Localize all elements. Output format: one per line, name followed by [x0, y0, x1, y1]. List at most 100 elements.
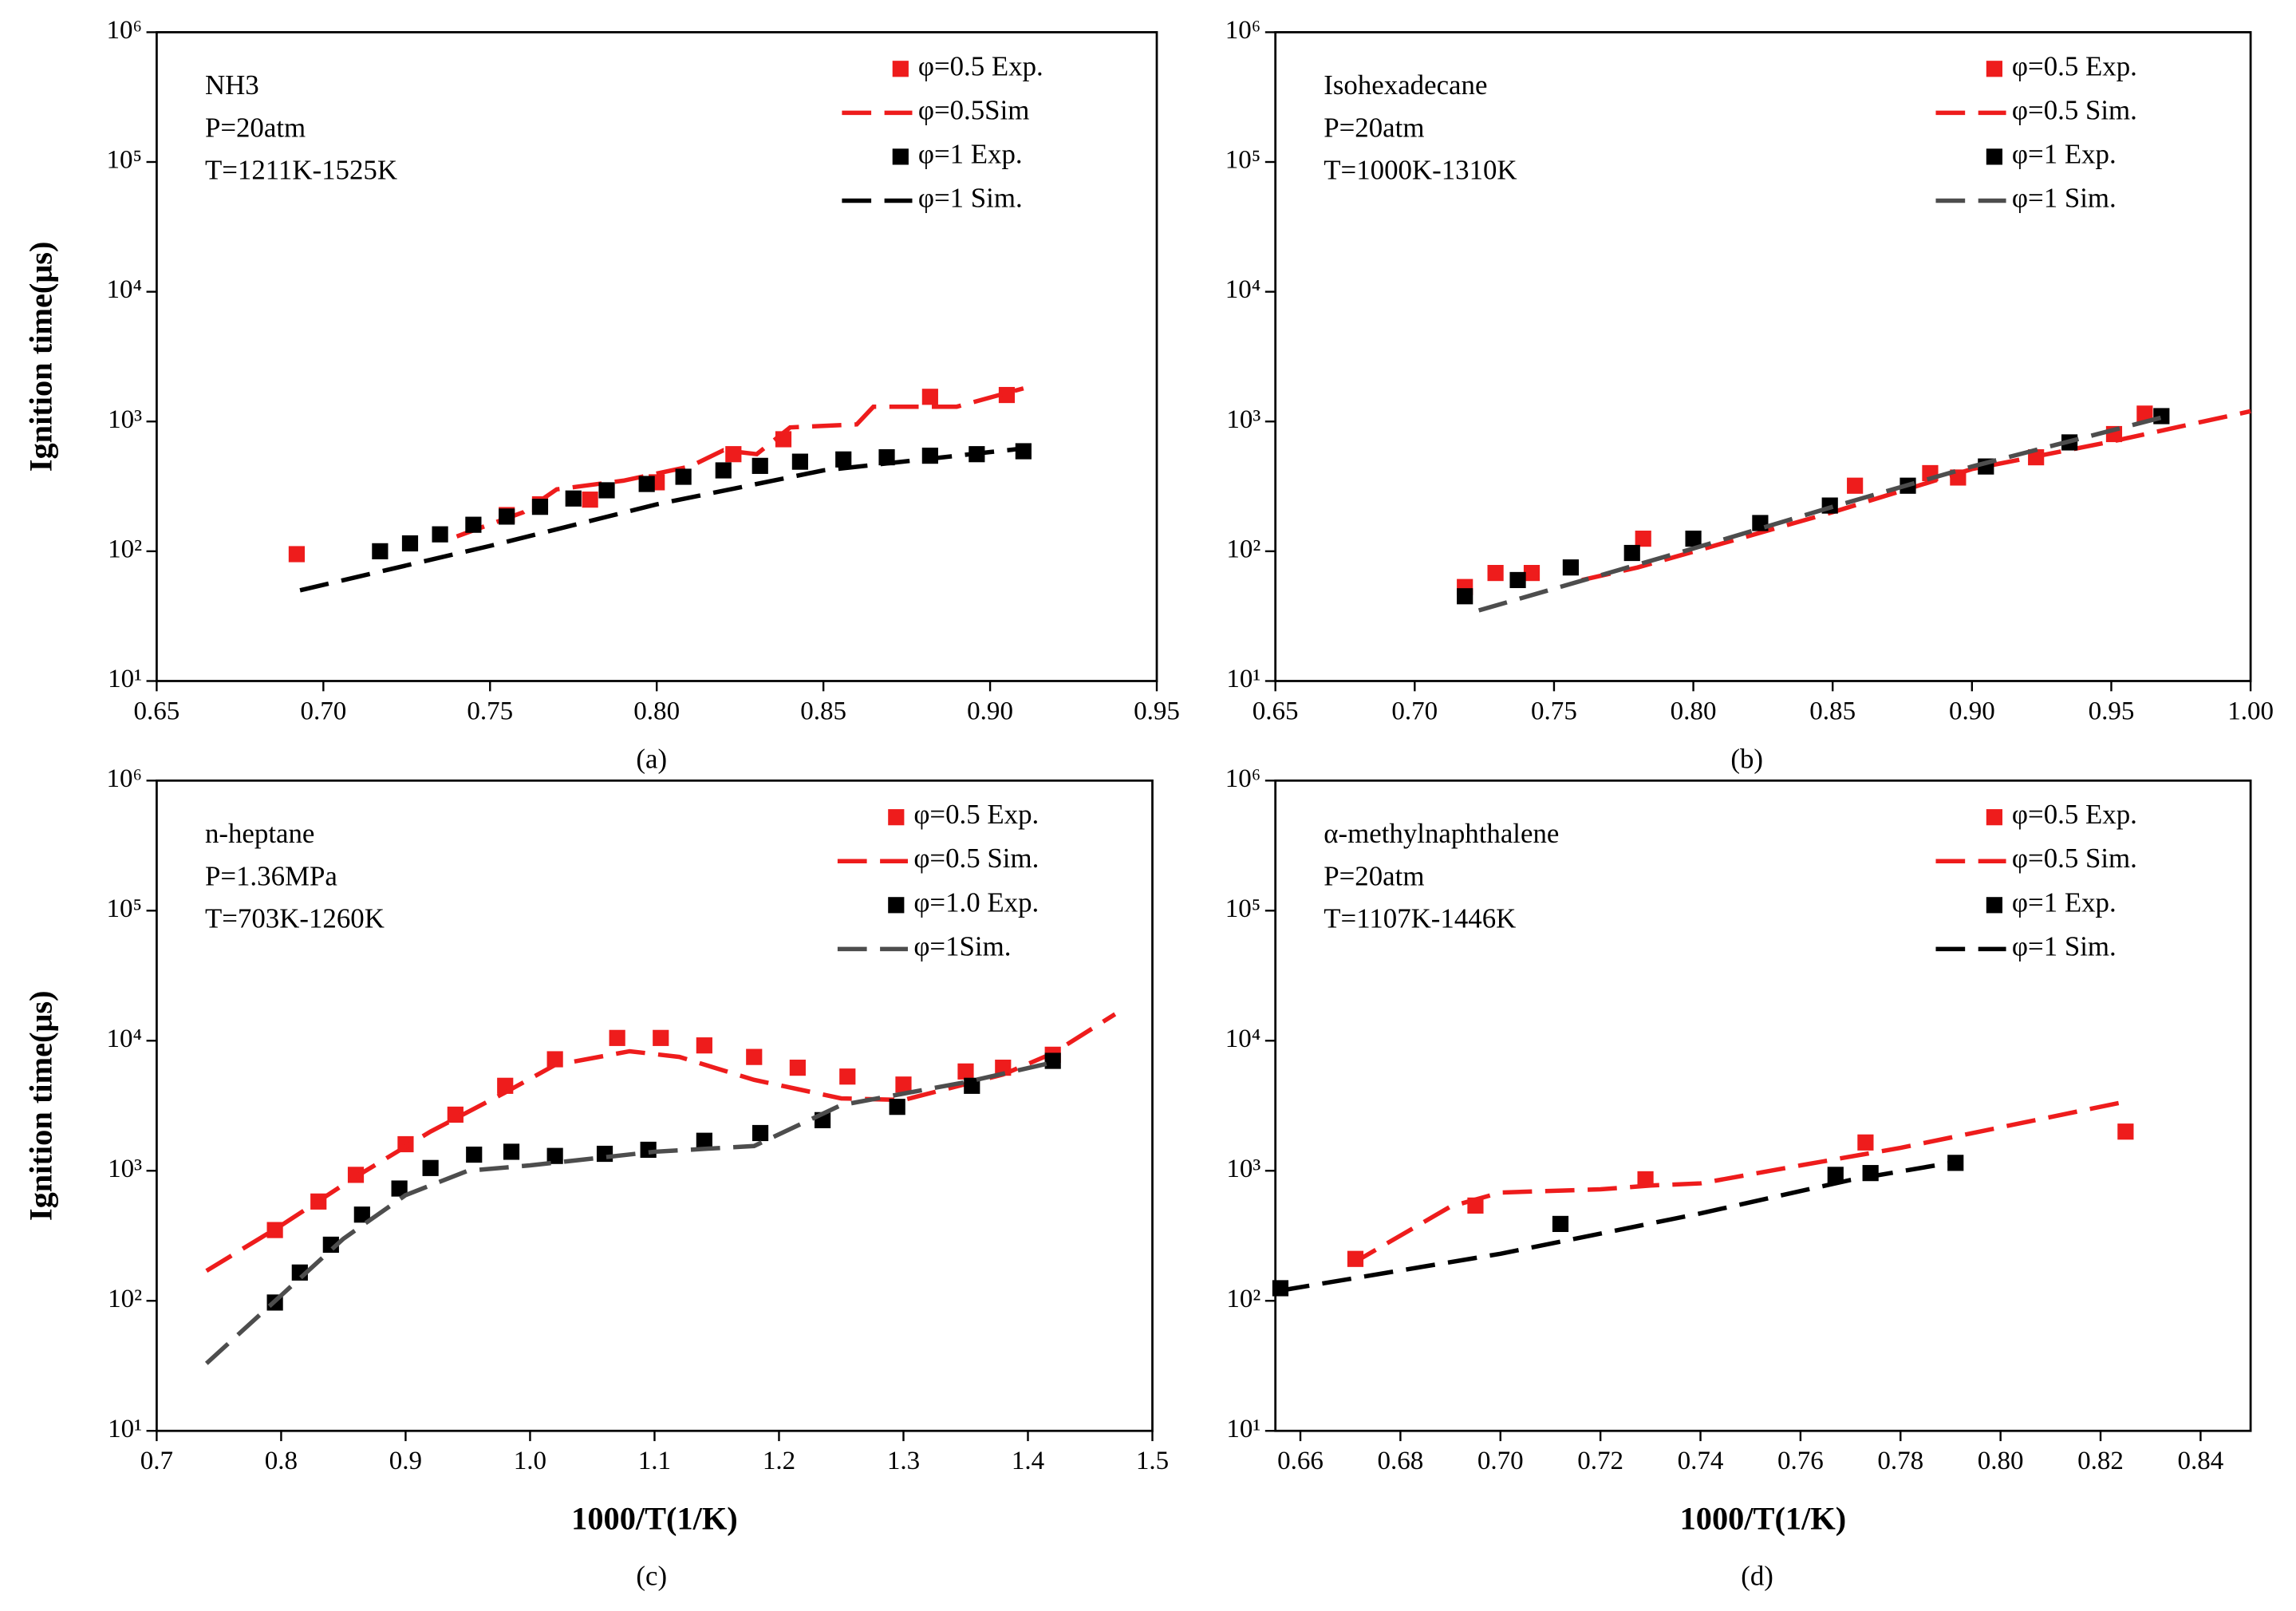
data-point — [752, 457, 768, 474]
data-point — [1562, 559, 1579, 576]
legend-label: φ=1 Sim. — [2012, 182, 2117, 213]
legend-label: φ=1 Sim. — [2012, 930, 2117, 961]
data-point — [791, 453, 808, 470]
y-tick-label: 10³ — [108, 405, 142, 434]
data-point — [1637, 1171, 1654, 1188]
sim-line — [1280, 1160, 1951, 1293]
y-tick-label: 10⁴ — [107, 275, 143, 304]
data-point — [675, 468, 692, 485]
annotation: P=20atm — [1324, 860, 1424, 891]
legend-label: φ=1Sim. — [913, 930, 1011, 961]
y-tick-label: 10³ — [1226, 1155, 1260, 1183]
legend-marker — [888, 897, 905, 914]
data-point — [998, 386, 1016, 404]
x-tick-label: 0.70 — [1477, 1447, 1524, 1475]
y-tick-label: 10³ — [1226, 405, 1260, 434]
data-point — [839, 1068, 856, 1085]
legend-marker — [892, 148, 909, 165]
legend-label: φ=0.5 Exp. — [2012, 50, 2137, 81]
data-point — [466, 1146, 483, 1163]
annotation: P=20atm — [1324, 112, 1424, 143]
y-tick-label: 10² — [1226, 1285, 1260, 1313]
y-tick-label: 10⁶ — [107, 764, 143, 793]
x-tick-label: 0.78 — [1877, 1447, 1923, 1475]
y-tick-label: 10⁶ — [107, 16, 143, 45]
legend-label: φ=1 Sim. — [918, 182, 1023, 213]
y-tick-label: 10⁵ — [107, 894, 143, 923]
data-point — [2136, 405, 2153, 422]
sim-line — [1477, 413, 2168, 613]
data-point — [1487, 565, 1504, 582]
data-point — [2153, 408, 2170, 424]
x-tick-label: 0.8 — [265, 1447, 298, 1475]
x-tick-label: 0.85 — [1809, 697, 1856, 725]
y-tick-label: 10⁵ — [107, 146, 143, 175]
x-tick-label: 1.1 — [638, 1447, 671, 1475]
y-tick-label: 10¹ — [1226, 665, 1260, 693]
annotation: NH3 — [205, 69, 259, 101]
data-point — [1685, 531, 1702, 547]
data-point — [696, 1132, 712, 1149]
data-point — [596, 1145, 613, 1163]
sim-line — [456, 386, 1024, 539]
data-point — [288, 546, 305, 563]
data-point — [1523, 565, 1541, 582]
data-point — [503, 1143, 520, 1160]
x-tick-label: 1.00 — [2227, 697, 2274, 725]
data-point — [1847, 477, 1864, 494]
legend-label: φ=0.5 Sim. — [913, 843, 1039, 874]
x-tick-label: 0.7 — [140, 1447, 173, 1475]
x-tick-label: 1.0 — [514, 1447, 546, 1475]
data-point — [889, 1099, 905, 1115]
data-point — [1272, 1280, 1289, 1297]
y-tick-label: 10⁵ — [1225, 894, 1261, 923]
legend-marker — [1986, 809, 2002, 826]
x-tick-label: 0.90 — [1949, 697, 1995, 725]
data-point — [353, 1206, 370, 1223]
x-tick-label: 0.74 — [1678, 1447, 1724, 1475]
legend-label: φ=0.5 Sim. — [2012, 94, 2137, 125]
annotation: Isohexadecane — [1324, 69, 1487, 101]
data-point — [609, 1029, 625, 1046]
data-point — [432, 526, 448, 543]
legend-marker — [892, 61, 909, 77]
y-tick-label: 10¹ — [108, 1415, 142, 1443]
annotation: α-methylnaphthalene — [1324, 818, 1559, 849]
sim-line — [205, 1012, 1117, 1273]
x-axis-label: 1000/T(1/K) — [1680, 1500, 1847, 1536]
data-point — [964, 1077, 980, 1094]
x-tick-label: 0.72 — [1577, 1447, 1623, 1475]
data-point — [789, 1060, 806, 1076]
data-point — [638, 476, 655, 492]
data-point — [1827, 1167, 1844, 1183]
x-tick-label: 0.95 — [2089, 697, 2135, 725]
caption: (b) — [1730, 743, 1763, 774]
data-point — [531, 499, 549, 515]
x-tick-label: 0.80 — [1978, 1447, 2024, 1475]
x-tick-label: 0.75 — [467, 697, 513, 725]
legend-marker — [888, 809, 905, 826]
annotation: T=1000K-1310K — [1324, 155, 1517, 186]
data-point — [372, 543, 389, 559]
data-point — [1552, 1215, 1569, 1233]
x-tick-label: 0.80 — [1671, 697, 1717, 725]
x-tick-label: 0.76 — [1777, 1447, 1824, 1475]
data-point — [401, 535, 419, 552]
annotation: T=703K-1260K — [205, 903, 385, 934]
legend-label: φ=0.5 Exp. — [918, 50, 1043, 81]
legend-label: φ=1.0 Exp. — [913, 886, 1039, 918]
data-point — [391, 1180, 408, 1197]
x-tick-label: 0.70 — [300, 697, 346, 725]
data-point — [1947, 1155, 1964, 1171]
annotation: T=1107K-1446K — [1324, 903, 1516, 934]
x-tick-label: 0.84 — [2178, 1447, 2224, 1475]
legend-label: φ=0.5 Exp. — [2012, 799, 2137, 830]
caption: (c) — [636, 1561, 667, 1592]
sim-line — [1349, 1099, 2126, 1267]
y-tick-label: 10⁶ — [1225, 764, 1261, 793]
annotation: P=1.36MPa — [205, 860, 337, 891]
y-tick-label: 10² — [1226, 535, 1260, 563]
data-point — [546, 1147, 563, 1164]
data-point — [499, 508, 515, 525]
